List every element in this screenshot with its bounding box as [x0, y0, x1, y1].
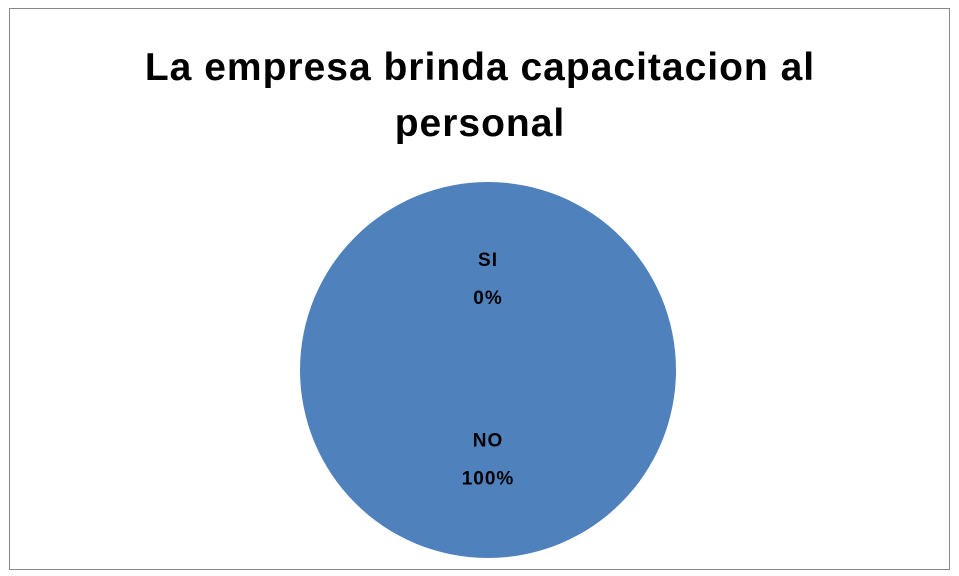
pie-slice	[300, 182, 676, 558]
slice-category-label: NO	[473, 430, 504, 451]
chart-frame	[9, 8, 950, 570]
slice-value-label: 100%	[462, 468, 515, 489]
slice-category-label: SI	[478, 250, 498, 271]
chart-title: La empresa brinda capacitacion al person…	[144, 46, 816, 145]
slice-value-label: 0%	[473, 288, 502, 309]
